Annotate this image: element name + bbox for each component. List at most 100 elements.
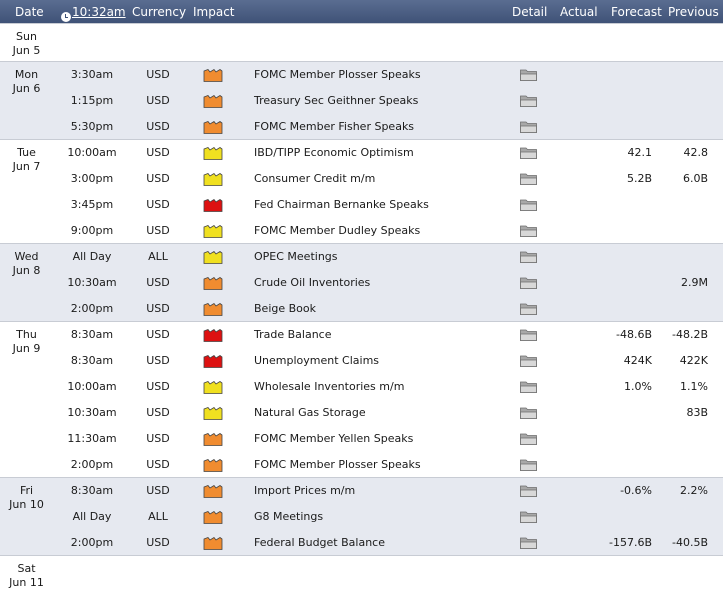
impact-folder-icon	[203, 537, 223, 550]
day-name: Sun	[16, 30, 37, 43]
event-currency: USD	[146, 198, 170, 211]
table-row[interactable]: 2:00pm USD Beige Book	[0, 296, 723, 322]
event-previous: -48.2B	[671, 328, 708, 341]
detail-column-header: Detail	[512, 5, 548, 19]
detail-folder-icon[interactable]	[520, 147, 537, 159]
event-currency: ALL	[148, 250, 168, 263]
day-label: Mon Jun 6	[0, 68, 53, 96]
detail-folder-icon[interactable]	[520, 381, 537, 393]
table-row[interactable]: 8:30am USD Trade Balance -48.6B -48.2B	[0, 322, 723, 348]
day-date: Jun 6	[12, 82, 41, 95]
day-name: Mon	[14, 68, 39, 81]
detail-folder-icon[interactable]	[520, 121, 537, 133]
event-title[interactable]: FOMC Member Dudley Speaks	[254, 224, 421, 237]
event-title[interactable]: FOMC Member Plosser Speaks	[254, 68, 421, 81]
detail-folder-icon[interactable]	[520, 459, 537, 471]
event-time: All Day	[72, 510, 112, 523]
table-row[interactable]: 3:45pm USD Fed Chairman Bernanke Speaks	[0, 192, 723, 218]
event-time: 2:00pm	[70, 458, 114, 471]
impact-folder-icon	[203, 225, 223, 238]
event-title[interactable]: Wholesale Inventories m/m	[254, 380, 405, 393]
event-previous: 2.2%	[680, 484, 708, 497]
detail-folder-icon[interactable]	[520, 355, 537, 367]
detail-folder-icon[interactable]	[520, 511, 537, 523]
detail-folder-icon[interactable]	[520, 485, 537, 497]
event-currency: USD	[146, 536, 170, 549]
table-row[interactable]: 2:00pm USD Federal Budget Balance -157.6B -4…	[0, 530, 723, 556]
detail-folder-icon[interactable]	[520, 303, 537, 315]
detail-folder-icon[interactable]	[520, 95, 537, 107]
table-row[interactable]: 5:30pm USD FOMC Member Fisher Speaks	[0, 114, 723, 140]
impact-folder-icon	[203, 95, 223, 108]
table-row[interactable]: 10:30am USD Natural Gas Storage 83B	[0, 400, 723, 426]
time-column-header[interactable]: 10:32am	[61, 5, 126, 22]
table-row[interactable]: 8:30am USD Unemployment Claims 424K 422K	[0, 348, 723, 374]
table-row[interactable]: 10:00am USD IBD/TIPP Economic Optimism 42.1…	[0, 140, 723, 166]
detail-folder-icon[interactable]	[520, 433, 537, 445]
event-forecast: -48.6B	[615, 328, 652, 341]
table-row[interactable]: 3:30am USD FOMC Member Plosser Speaks	[0, 62, 723, 88]
table-row[interactable]: 11:30am USD FOMC Member Yellen Speaks	[0, 426, 723, 452]
table-row[interactable]: 10:30am USD Crude Oil Inventories 2.9M	[0, 270, 723, 296]
event-title[interactable]: Import Prices m/m	[254, 484, 356, 497]
event-currency: USD	[146, 68, 170, 81]
event-title[interactable]: Consumer Credit m/m	[254, 172, 376, 185]
event-time: All Day	[72, 250, 112, 263]
table-row[interactable]: All Day ALL OPEC Meetings	[0, 244, 723, 270]
event-time: 5:30pm	[70, 120, 114, 133]
table-row[interactable]: 1:15pm USD Treasury Sec Geithner Speaks	[0, 88, 723, 114]
impact-column-header: Impact	[193, 5, 235, 19]
calendar-header: Date 10:32am Currency Impact Detail Actu…	[0, 0, 723, 23]
table-row[interactable]: 3:00pm USD Consumer Credit m/m 5.2B 6.0B	[0, 166, 723, 192]
detail-folder-icon[interactable]	[520, 277, 537, 289]
event-forecast: 1.0%	[624, 380, 652, 393]
event-title[interactable]: Natural Gas Storage	[254, 406, 366, 419]
event-title[interactable]: Treasury Sec Geithner Speaks	[254, 94, 419, 107]
detail-folder-icon[interactable]	[520, 407, 537, 419]
day-label: Tue Jun 7	[0, 146, 53, 174]
detail-folder-icon[interactable]	[520, 225, 537, 237]
current-time-link[interactable]: 10:32am	[72, 5, 126, 19]
detail-folder-icon[interactable]	[520, 173, 537, 185]
date-column-header[interactable]: Date	[15, 5, 44, 19]
currency-column-header: Currency	[132, 5, 187, 19]
event-title[interactable]: Federal Budget Balance	[254, 536, 385, 549]
day-name: Wed	[14, 250, 39, 263]
day-label: Thu Jun 9	[0, 328, 53, 356]
detail-folder-icon[interactable]	[520, 329, 537, 341]
table-row[interactable]: 10:00am USD Wholesale Inventories m/m 1.0% 1…	[0, 374, 723, 400]
event-currency: USD	[146, 458, 170, 471]
detail-folder-icon[interactable]	[520, 537, 537, 549]
impact-folder-icon	[203, 511, 223, 524]
event-previous: 422K	[679, 354, 708, 367]
event-title[interactable]: G8 Meetings	[254, 510, 324, 523]
impact-folder-icon	[203, 121, 223, 134]
event-time: 8:30am	[70, 328, 114, 341]
event-title[interactable]: FOMC Member Plosser Speaks	[254, 458, 421, 471]
table-row[interactable]: 8:30am USD Import Prices m/m -0.6% 2.2%	[0, 478, 723, 504]
event-title[interactable]: FOMC Member Fisher Speaks	[254, 120, 415, 133]
event-title[interactable]: Unemployment Claims	[254, 354, 380, 367]
event-time: 1:15pm	[70, 94, 114, 107]
event-previous: 1.1%	[680, 380, 708, 393]
event-forecast: 5.2B	[626, 172, 652, 185]
event-title[interactable]: Crude Oil Inventories	[254, 276, 371, 289]
detail-folder-icon[interactable]	[520, 69, 537, 81]
event-currency: USD	[146, 146, 170, 159]
event-title[interactable]: Fed Chairman Bernanke Speaks	[254, 198, 429, 211]
event-title[interactable]: IBD/TIPP Economic Optimism	[254, 146, 414, 159]
event-title[interactable]: FOMC Member Yellen Speaks	[254, 432, 414, 445]
detail-folder-icon[interactable]	[520, 199, 537, 211]
event-title[interactable]: OPEC Meetings	[254, 250, 338, 263]
event-previous: 2.9M	[681, 276, 708, 289]
event-currency: ALL	[148, 510, 168, 523]
event-title[interactable]: Trade Balance	[254, 328, 332, 341]
table-row[interactable]: 9:00pm USD FOMC Member Dudley Speaks	[0, 218, 723, 244]
table-row[interactable]: 2:00pm USD FOMC Member Plosser Speaks	[0, 452, 723, 478]
event-title[interactable]: Beige Book	[254, 302, 316, 315]
day-name: Tue	[17, 146, 36, 159]
detail-folder-icon[interactable]	[520, 251, 537, 263]
impact-folder-icon	[203, 69, 223, 82]
table-row[interactable]: All Day ALL G8 Meetings	[0, 504, 723, 530]
event-currency: USD	[146, 354, 170, 367]
